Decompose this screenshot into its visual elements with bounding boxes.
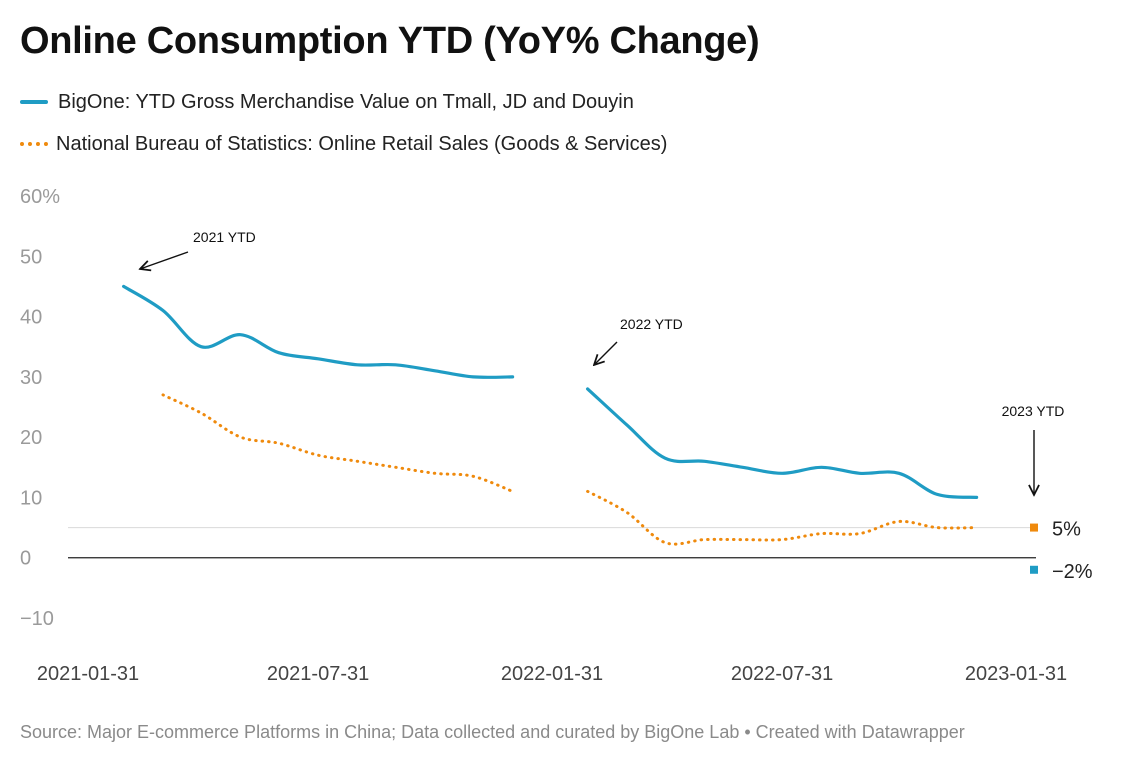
- legend-swatch-nbs: [20, 142, 48, 146]
- legend-item-bigone: BigOne: YTD Gross Merchandise Value on T…: [20, 88, 667, 116]
- bigone-line-segment-1: [122, 284, 515, 379]
- annotation-label-1: 2021 YTD: [193, 229, 256, 245]
- nbs-end-label: 5%: [1052, 519, 1081, 541]
- nbs-line-segment-2: [586, 489, 979, 546]
- y-tick-label: −10: [20, 608, 54, 630]
- nbs-line-segment-1: [161, 393, 515, 493]
- legend-label-bigone: BigOne: YTD Gross Merchandise Value on T…: [58, 90, 634, 113]
- x-tick-label: 2023-01-31: [965, 663, 1067, 685]
- bigone-end-label: −2%: [1052, 561, 1093, 583]
- annotation-label-2: 2022 YTD: [620, 316, 683, 332]
- bigone-line-segment-2: [586, 387, 979, 499]
- nbs-end-marker: [1030, 523, 1038, 532]
- legend-label-nbs: National Bureau of Statistics: Online Re…: [56, 132, 668, 155]
- annotation-arrow-2: [594, 341, 618, 365]
- y-tick-label: 0: [20, 548, 31, 570]
- y-tick-label: 10: [20, 487, 42, 509]
- annotation-label-3: 2023 YTD: [1002, 403, 1065, 419]
- y-tick-label: 60%: [20, 186, 60, 208]
- y-tick-label: 40: [20, 307, 42, 329]
- annotation-arrow-1: [140, 251, 189, 269]
- y-tick-label: 20: [20, 427, 42, 449]
- chart-title: Online Consumption YTD (YoY% Change): [20, 20, 760, 62]
- legend-swatch-bigone: [20, 100, 48, 104]
- bigone-end-marker: [1030, 565, 1038, 574]
- x-tick-label: 2022-01-31: [501, 663, 603, 685]
- x-tick-label: 2021-01-31: [37, 663, 139, 685]
- y-tick-label: 50: [20, 246, 42, 268]
- legend-item-nbs: National Bureau of Statistics: Online Re…: [20, 130, 667, 158]
- legend: BigOne: YTD Gross Merchandise Value on T…: [20, 88, 667, 172]
- y-tick-label: 30: [20, 367, 42, 389]
- x-tick-label: 2022-07-31: [731, 663, 833, 685]
- x-tick-label: 2021-07-31: [267, 663, 369, 685]
- source-note: Source: Major E-commerce Platforms in Ch…: [20, 722, 965, 742]
